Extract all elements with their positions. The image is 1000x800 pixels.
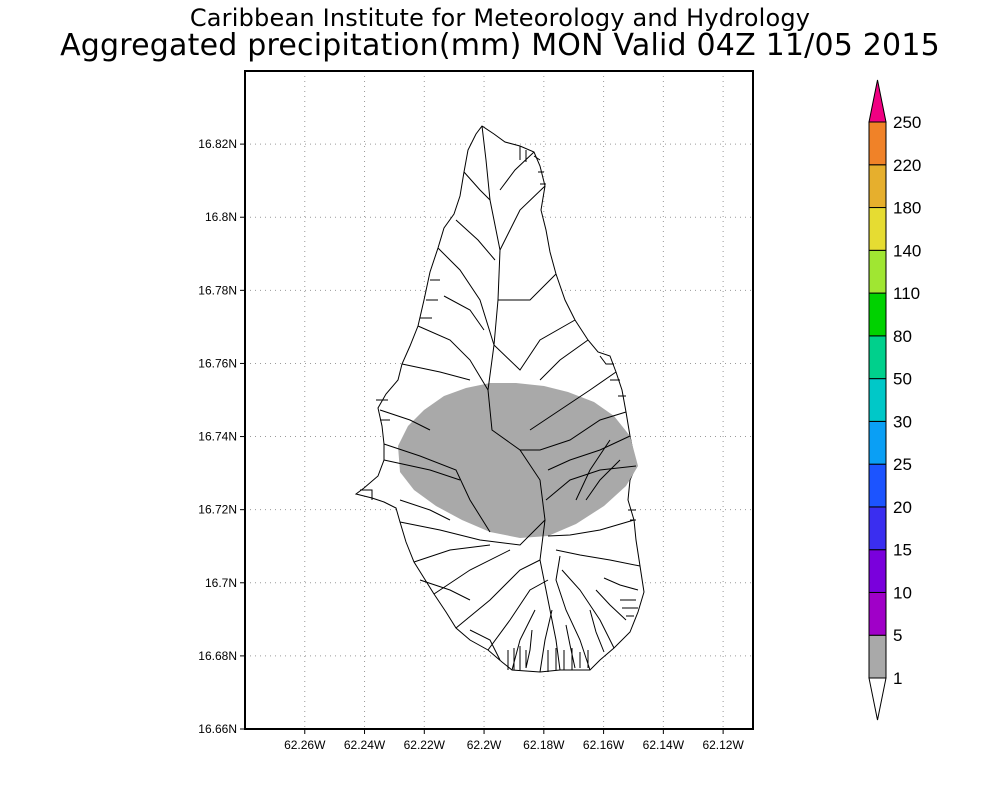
x-tick-label: 62.2W [467, 738, 502, 752]
colorbar-tick-label: 180 [893, 199, 921, 218]
y-tick-label: 16.68N [198, 649, 237, 663]
colorbar-tick-label: 110 [893, 284, 920, 303]
colorbar-swatch [868, 335, 887, 380]
colorbar-swatch [868, 420, 887, 465]
colorbar-tick-label: 220 [893, 156, 921, 175]
watershed-lines [379, 125, 641, 673]
colorbar-arrow-top [868, 79, 887, 123]
x-tick-label: 62.14W [643, 738, 685, 752]
x-tick-label: 62.24W [344, 738, 386, 752]
colorbar-tick-label: 250 [893, 113, 921, 132]
title-line-2: Aggregated precipitation(mm) MON Valid 0… [60, 28, 940, 63]
y-tick-label: 16.66N [198, 722, 237, 736]
colorbar-tick-label: 25 [893, 455, 912, 474]
y-tick-label: 16.72N [198, 503, 237, 517]
colorbar-swatch [868, 249, 887, 294]
x-tick-label: 62.16W [583, 738, 625, 752]
colorbar-tick-label: 140 [893, 241, 921, 260]
colorbar-swatch [868, 506, 887, 551]
y-tick-label: 16.76N [198, 356, 237, 370]
colorbar-swatch [868, 378, 887, 422]
y-tick-label: 16.78N [198, 283, 237, 297]
colorbar-swatch [868, 121, 887, 166]
colorbar-tick-label: 80 [893, 327, 912, 346]
x-axis-ticks: 62.26W 62.24W 62.22W 62.2W 62.18W 62.16W 62.14… [284, 729, 744, 752]
colorbar-swatch [868, 549, 887, 593]
x-tick-label: 62.12W [702, 738, 744, 752]
colorbar-tick-label: 20 [893, 498, 912, 517]
colorbar-tick-label: 5 [893, 626, 902, 645]
colorbar-swatch [868, 591, 887, 636]
colorbar-tick-label: 15 [893, 541, 912, 560]
colorbar-swatch [868, 292, 887, 337]
plot-area [244, 70, 754, 730]
colorbar-tick-label: 30 [893, 412, 912, 431]
title-line-1: Caribbean Institute for Meteorology and … [189, 4, 811, 32]
x-tick-label: 62.18W [523, 738, 565, 752]
plot-frame [244, 70, 754, 730]
y-tick-label: 16.7N [205, 576, 237, 590]
x-tick-label: 62.22W [404, 738, 446, 752]
colorbar-swatch [868, 634, 887, 679]
colorbar-swatch [868, 207, 887, 251]
colorbar-swatch [868, 164, 887, 209]
colorbar-tick-label: 50 [893, 370, 912, 389]
y-tick-label: 16.74N [198, 430, 237, 444]
y-tick-label: 16.8N [205, 210, 237, 224]
precipitation-area [398, 383, 638, 538]
colorbar-tick-label: 1 [893, 669, 902, 688]
coastal-cells [360, 146, 638, 672]
colorbar-tick-label: 10 [893, 583, 912, 602]
colorbar-arrow-bottom [868, 677, 887, 721]
colorbar-swatch [868, 463, 887, 508]
x-tick-label: 62.26W [284, 738, 326, 752]
y-axis-ticks: 16.66N 16.68N 16.7N 16.72N 16.74N 16.76N 16.78… [198, 137, 245, 736]
y-tick-label: 16.82N [198, 137, 237, 151]
